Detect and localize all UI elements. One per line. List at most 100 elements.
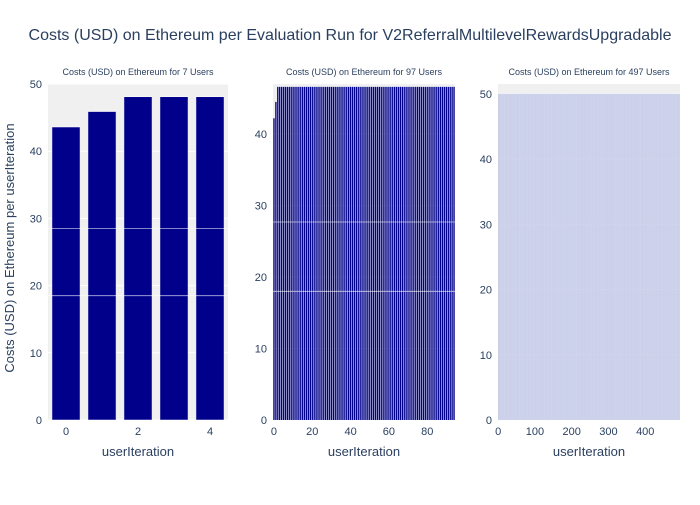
y-tick-label: 20 <box>480 285 492 297</box>
bar <box>411 87 412 420</box>
bar <box>344 87 345 420</box>
bar <box>354 87 355 420</box>
bar <box>404 87 405 420</box>
x-tick-label: 400 <box>636 426 654 438</box>
bar <box>88 112 116 420</box>
bar <box>289 87 290 420</box>
bar <box>329 87 330 420</box>
bar <box>381 87 382 420</box>
subplot-title: Costs (USD) on Ethereum for 497 Users <box>508 67 670 77</box>
bar <box>415 87 416 420</box>
bar <box>373 87 374 420</box>
x-tick-label: 0 <box>63 426 69 438</box>
y-tick-label: 50 <box>480 89 492 101</box>
bar <box>283 87 284 420</box>
x-axis-label: userIteration <box>328 444 400 459</box>
bar <box>363 87 364 420</box>
bar <box>306 87 307 420</box>
bar <box>160 97 188 420</box>
x-tick-label: 60 <box>383 426 395 438</box>
bar <box>453 87 454 420</box>
x-axis-label: userIteration <box>553 444 625 459</box>
bar <box>310 87 311 420</box>
y-axis-label: Costs (USD) on Ethereum per userIteratio… <box>2 123 17 372</box>
y-tick-label: 20 <box>30 281 42 293</box>
bar <box>52 127 80 420</box>
subplot-title: Costs (USD) on Ethereum for 97 Users <box>286 67 443 77</box>
bar <box>379 87 380 420</box>
x-tick-label: 40 <box>344 426 356 438</box>
bar <box>308 87 309 420</box>
y-tick-label: 30 <box>255 201 267 213</box>
y-tick-label: 10 <box>255 344 267 356</box>
bar <box>451 87 452 420</box>
bar <box>340 87 341 420</box>
bar <box>358 87 359 420</box>
bar <box>319 87 320 420</box>
bar <box>450 87 451 420</box>
bar <box>335 87 336 420</box>
bar <box>446 87 447 420</box>
x-tick-label: 20 <box>306 426 318 438</box>
bar <box>413 87 414 420</box>
bar <box>356 87 357 420</box>
bar <box>432 87 433 420</box>
y-tick-label: 30 <box>480 219 492 231</box>
bar <box>327 87 328 420</box>
bar <box>314 87 315 420</box>
bar <box>448 87 449 420</box>
bar <box>367 87 368 420</box>
bar <box>348 87 349 420</box>
bar <box>365 87 366 420</box>
bar <box>317 87 318 420</box>
bar <box>338 87 339 420</box>
y-tick-label: 30 <box>30 213 42 225</box>
y-tick-label: 0 <box>36 415 42 427</box>
bar <box>384 87 385 420</box>
bar <box>438 87 439 420</box>
bar <box>396 87 397 420</box>
y-tick-label: 10 <box>480 350 492 362</box>
bar <box>296 87 297 420</box>
bar <box>436 87 437 420</box>
x-tick-label: 300 <box>599 426 617 438</box>
bar <box>315 87 316 420</box>
bar <box>279 87 280 420</box>
bar <box>304 87 305 420</box>
x-axis-label: userIteration <box>102 444 174 459</box>
bar <box>405 87 406 420</box>
bar <box>392 87 393 420</box>
bar <box>425 87 426 420</box>
bar <box>298 87 299 420</box>
x-tick-label: 2 <box>135 426 141 438</box>
y-tick-label: 0 <box>261 415 267 427</box>
bar <box>394 87 395 420</box>
bar <box>275 102 276 420</box>
bar <box>323 87 324 420</box>
bar <box>352 87 353 420</box>
bar <box>407 87 408 420</box>
bar <box>302 87 303 420</box>
bar <box>440 87 441 420</box>
bar <box>417 87 418 420</box>
bar <box>442 87 443 420</box>
figure-title: Costs (USD) on Ethereum per Evaluation R… <box>29 27 672 44</box>
bar <box>388 87 389 420</box>
y-tick-label: 20 <box>255 272 267 284</box>
y-tick-label: 0 <box>486 415 492 427</box>
y-tick-label: 40 <box>480 154 492 166</box>
bar <box>291 87 292 420</box>
bar <box>337 87 338 420</box>
bar <box>325 87 326 420</box>
bar <box>390 87 391 420</box>
bar <box>377 87 378 420</box>
subplot-title: Costs (USD) on Ethereum for 7 Users <box>62 67 214 77</box>
x-tick-label: 100 <box>526 426 544 438</box>
bar <box>350 87 351 420</box>
bar <box>409 87 410 420</box>
bar <box>277 87 278 420</box>
